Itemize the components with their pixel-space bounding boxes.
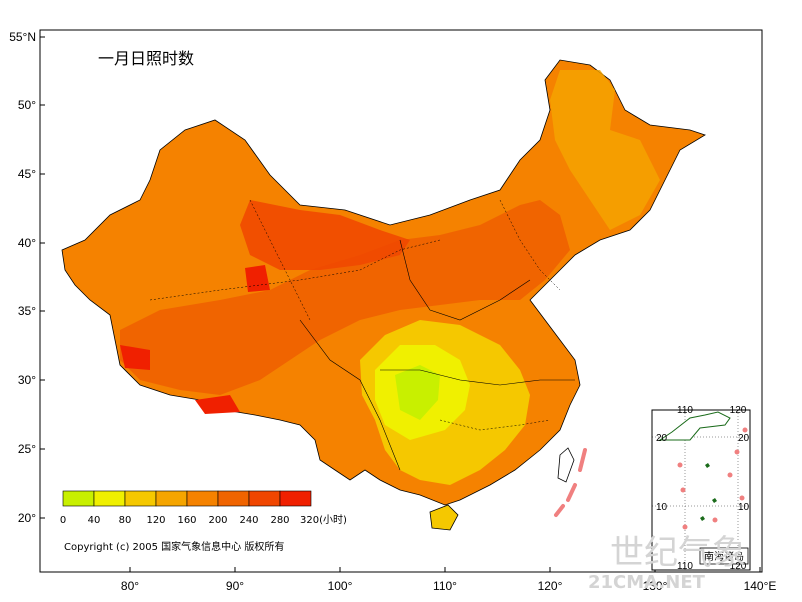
china-map-area (61, 59, 706, 531)
x-tick-90: 90° (226, 579, 244, 593)
x-tick-110: 110° (433, 579, 457, 593)
legend-labels: 0 40 80 120 160 200 240 280 320(小时) (60, 514, 347, 526)
inset-x-tick: 120 (730, 561, 747, 572)
y-tick-20: 20° (18, 511, 36, 525)
inset-y-tick: 10 (738, 502, 750, 513)
y-tick-55: 55°N (9, 30, 36, 44)
y-tick-50: 50° (18, 98, 36, 112)
y-tick-25: 25° (18, 442, 36, 456)
x-tick-80: 80° (121, 579, 139, 593)
axis-ticks (40, 36, 761, 572)
inset-x-tick: 110 (677, 561, 693, 572)
legend-color-bar (62, 490, 312, 507)
y-tick-40: 40° (18, 236, 36, 250)
y-tick-45: 45° (18, 167, 36, 181)
legend-label: 240 (239, 515, 258, 526)
inset-label: 南海诸岛 (704, 550, 744, 563)
legend-label: 120 (146, 515, 165, 526)
inset-x-tick: 120 (730, 405, 747, 416)
legend-label-unit: 320(小时) (300, 514, 347, 526)
legend-swatch (217, 490, 250, 507)
legend-swatch (155, 490, 188, 507)
x-tick-140: 140°E (744, 579, 777, 593)
legend-label: 40 (88, 515, 101, 526)
legend-label: 80 (119, 515, 132, 526)
legend-swatch (124, 490, 157, 507)
legend-swatch (248, 490, 281, 507)
legend-swatch (62, 490, 95, 507)
x-tick-130: 130° (643, 579, 668, 593)
inset-y-tick: 10 (656, 502, 668, 513)
x-tick-100: 100° (328, 579, 353, 593)
watermark: 世纪气象 21CMA.NET (588, 533, 746, 593)
y-tick-35: 35° (18, 304, 36, 318)
inset-x-tick: 110 (677, 405, 693, 416)
y-tick-30: 30° (18, 373, 36, 387)
inset-y-tick: 20 (738, 433, 750, 444)
watermark-url: 21CMA.NET (588, 572, 706, 593)
watermark-title: 世纪气象 (610, 533, 746, 573)
x-tick-120: 120° (538, 579, 563, 593)
inset-y-tick: 20 (656, 433, 668, 444)
legend-label: 160 (177, 515, 196, 526)
copyright-text: Copyright (c) 2005 国家气象信息中心 版权所有 (64, 540, 284, 553)
legend-label: 200 (208, 515, 227, 526)
legend-swatch (279, 490, 312, 507)
legend-swatch (93, 490, 126, 507)
legend-label: 280 (270, 515, 289, 526)
legend-swatch (186, 490, 219, 507)
south-china-sea-inset: 南海诸岛 110 120 110 120 20 10 20 10 (651, 405, 751, 572)
map-title: 一月日照时数 (98, 49, 194, 68)
legend-label: 0 (60, 515, 66, 526)
